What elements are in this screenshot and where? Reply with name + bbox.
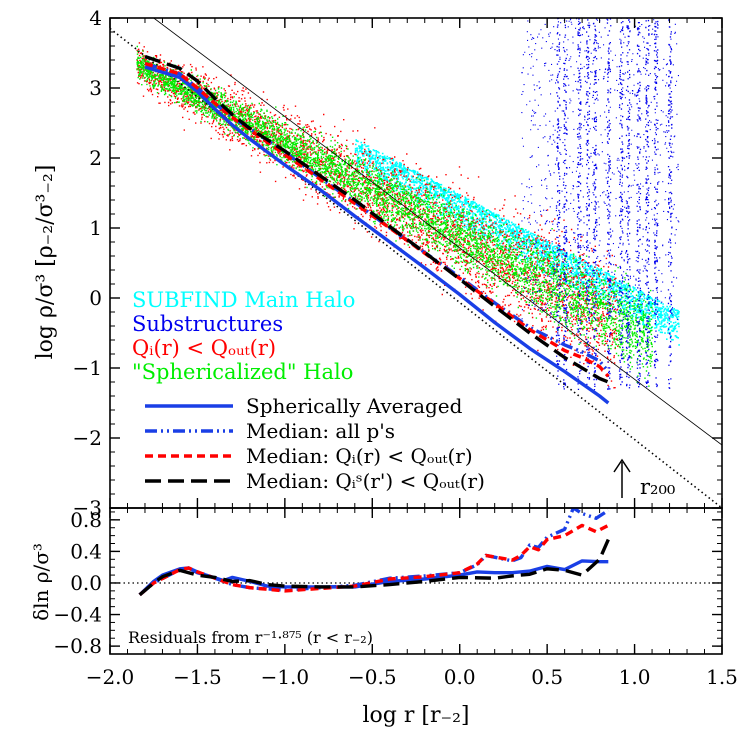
x-tick-labels: −2.0 −1.5 −1.0 −0.5 0.0 0.5 1.0 1.5 bbox=[86, 665, 738, 689]
y-tick-label: 0 bbox=[89, 286, 102, 310]
x-tick-label: 1.5 bbox=[706, 665, 738, 689]
x-tick-label: −2.0 bbox=[86, 665, 135, 689]
main-series-3 bbox=[144, 54, 609, 384]
r200-marker: r₂₀₀ bbox=[613, 458, 675, 499]
line-legend-label: Median: Qᵢˢ(r') < Qₒᵤₜ(r) bbox=[246, 469, 485, 493]
line-legend-label: Median: Qᵢ(r) < Qₒᵤₜ(r) bbox=[246, 444, 473, 468]
residual-panel: −0.8 −0.4 0.0 0.4 0.8 Residuals from r⁻¹·⁸⁷⁵… bbox=[29, 507, 723, 658]
y-tick-label: −1 bbox=[73, 356, 102, 380]
y-tick-label: 1 bbox=[89, 216, 102, 240]
y-tick-label: −0.4 bbox=[53, 603, 102, 627]
y-tick-label: 0.8 bbox=[70, 508, 102, 532]
line-legend-label: Median: all p's bbox=[246, 419, 395, 443]
y-tick-label: −3 bbox=[73, 496, 102, 520]
residual-series-2 bbox=[138, 523, 610, 597]
text-legend-entry: SUBFIND Main Halo bbox=[132, 288, 355, 312]
x-tick-label: 1.0 bbox=[619, 665, 651, 689]
residual-series-3 bbox=[138, 538, 610, 597]
inner-power-law-line bbox=[110, 27, 722, 508]
x-tick-label: −1.0 bbox=[261, 665, 310, 689]
r200-arrow-head bbox=[613, 458, 631, 473]
y-tick-label: 0.0 bbox=[70, 571, 102, 595]
y-tick-label: 2 bbox=[89, 146, 102, 170]
residual-ylabel: δln ρ/σ³ bbox=[29, 543, 53, 621]
text-legend-entry: Substructures bbox=[132, 312, 283, 336]
x-tick-label: 0.0 bbox=[444, 665, 476, 689]
x-axis-label: log r [r₋₂] bbox=[363, 703, 470, 728]
text-legend-entry: "Sphericalized" Halo bbox=[132, 360, 353, 384]
reference-lines bbox=[110, 18, 722, 508]
x-tick-label: −1.5 bbox=[173, 665, 222, 689]
residual-lines bbox=[138, 508, 610, 597]
plot-frame bbox=[109, 507, 723, 655]
y-tick-label: 4 bbox=[89, 6, 102, 30]
x-tick-label: 0.5 bbox=[531, 665, 563, 689]
x-tick-label: −0.5 bbox=[348, 665, 397, 689]
residual-annotation: Residuals from r⁻¹·⁸⁷⁵ (r < r₋₂) bbox=[128, 628, 373, 647]
main-profile-lines bbox=[144, 54, 610, 405]
power-law-slope-line bbox=[153, 18, 722, 446]
line-legend-label: Spherically Averaged bbox=[246, 394, 463, 418]
scatter-cloud bbox=[136, 18, 680, 391]
main-panel: −3 −2 −1 0 1 2 3 4 SUBFIND Main HaloSubstructur… bbox=[33, 6, 723, 520]
main-ylabel: log ρ/σ³ [ρ₋₂/σ³₋₂] bbox=[33, 165, 58, 360]
q-cut-particles bbox=[136, 42, 619, 389]
text-legend-entry: Qᵢ(r) < Qₒᵤₜ(r) bbox=[132, 336, 276, 360]
residual-axes: −0.8 −0.4 0.0 0.4 0.8 bbox=[53, 507, 723, 658]
y-tick-label: −2 bbox=[73, 426, 102, 450]
main-series-0 bbox=[144, 65, 610, 405]
y-tick-label: 3 bbox=[89, 76, 102, 100]
y-tick-label: 0.4 bbox=[70, 539, 102, 563]
r200-label: r₂₀₀ bbox=[640, 475, 675, 499]
main-series-2 bbox=[144, 61, 610, 378]
y-tick-label: −0.8 bbox=[53, 634, 102, 658]
main-axes: −3 −2 −1 0 1 2 3 4 bbox=[73, 6, 723, 520]
